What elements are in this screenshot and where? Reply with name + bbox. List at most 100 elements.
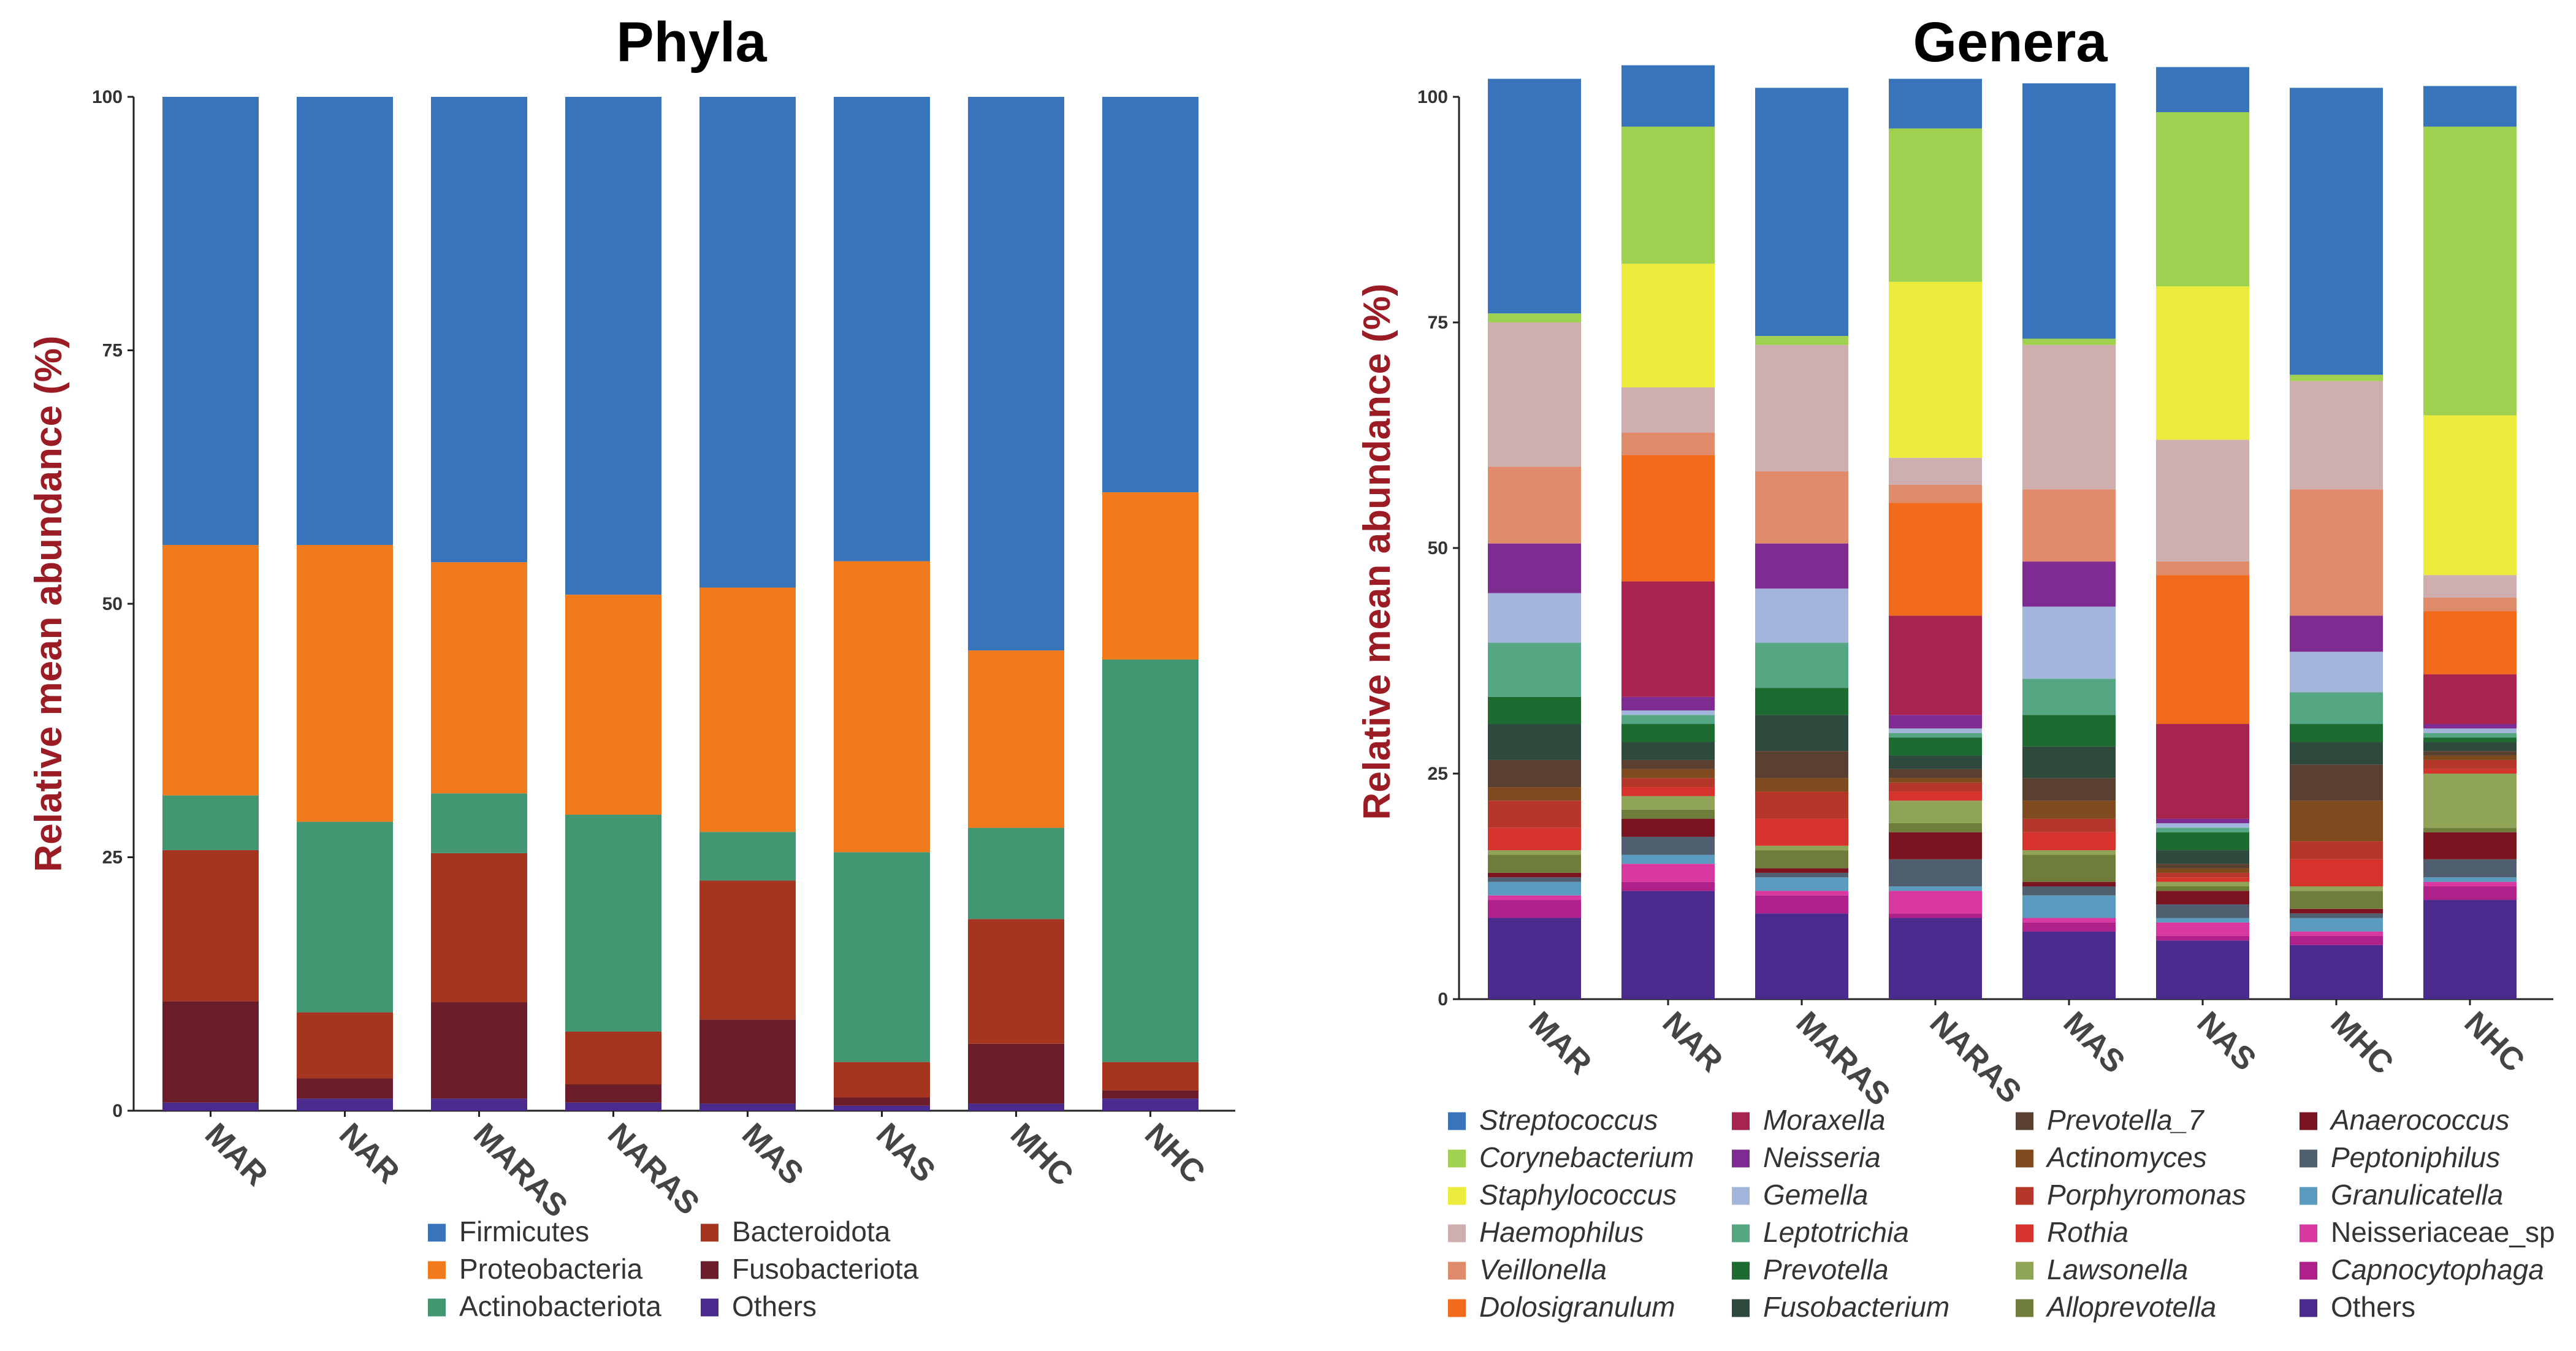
bar-segment-mas-gemella [2022,606,2116,679]
legend-swatch-haemophilus [1448,1224,1466,1243]
bar-segment-mar-neisseria [1488,543,1581,593]
bar-segment-mar-neisseriaceae-sp [1488,895,1581,900]
bar-segment-nhc-neisseria [2423,724,2517,729]
legend-label-prevotella-7: Prevotella_7 [2047,1104,2204,1136]
legend-label-veillonella: Veillonella [1479,1254,1607,1285]
legend-label-others: Others [2331,1291,2415,1323]
legend-label-neisseriaceae-sp: Neisseriaceae_sp [2331,1216,2555,1248]
bar-segment-nhc-actinomyces [2423,755,2517,760]
bar-segment-nas-others [834,1105,930,1111]
bar-segment-mhc-veillonella [2290,489,2383,616]
bar-segment-nas-rothia [2156,877,2249,882]
bar-segment-nhc-bacteroidota [1102,1062,1198,1090]
legend-label-anaerococcus: Anaerococcus [2329,1104,2510,1136]
bar-segment-mas-fusobacterium [2022,746,2116,778]
bar-segment-nas-bacteroidota [834,1062,930,1098]
bar-segment-naras-lawsonella [1889,801,1982,823]
bar-segment-maras-peptoniphilus [1755,872,1848,878]
y-tick-label: 25 [1428,764,1448,784]
bar-segment-nas-neisseriaceae-sp [2156,922,2249,936]
bar-segment-maras-fusobacterium [1755,715,1848,752]
bar-segment-nas-staphylococcus [2156,286,2249,440]
bar-segment-mar-haemophilus [1488,322,1581,467]
bar-segment-naras-fusobacteriota [565,1084,661,1103]
bar-segment-mas-capnocytophaga [2022,922,2116,932]
legend-swatch-prevotella [1732,1262,1750,1280]
bar-segment-mar-proteobacteria [162,545,259,796]
bar-segment-nar-lawsonella [1621,796,1715,810]
bar-segment-nas-actinobacteriota [834,852,930,1062]
bar-segment-maras-haemophilus [1755,344,1848,471]
bar-segment-nar-moraxella [1621,581,1715,697]
bar-segment-nar-porphyromonas [1621,778,1715,788]
legend-swatch-leptotrichia [1732,1224,1750,1243]
bar-segment-mhc-leptotrichia [2290,692,2383,725]
bar-segment-mar-capnocytophaga [1488,900,1581,918]
legend-label-firmicutes: Firmicutes [459,1216,589,1247]
bar-segment-mhc-fusobacteriota [968,1043,1064,1104]
bar-segment-naras-leptotrichia [1889,733,1982,738]
bar-segment-mas-neisseria [2022,561,2116,607]
legend-label-prevotella: Prevotella [1763,1254,1889,1285]
bar-segment-mhc-prevotella [2290,724,2383,742]
bar-segment-nar-fusobacterium [1621,742,1715,760]
bar-segment-mas-fusobacteriota [699,1019,796,1104]
legend-label-alloprevotella: Alloprevotella [2045,1291,2216,1323]
bar-segment-maras-lawsonella [1755,845,1848,851]
y-tick-label: 75 [102,341,123,361]
bar-segment-nas-dolosigranulum [2156,575,2249,725]
bar-segment-mas-prevotella-7 [2022,778,2116,801]
bar-segment-mas-others [2022,931,2116,999]
legend-label-others: Others [732,1290,817,1322]
bar-segment-nhc-anaerococcus [2423,832,2517,859]
bar-segment-nar-anaerococcus [1621,818,1715,837]
legend-swatch-veillonella [1448,1262,1466,1280]
legend-label-actinomyces: Actinomyces [2045,1141,2207,1173]
bar-segment-naras-porphyromonas [1889,782,1982,792]
bar-segment-naras-veillonella [1889,484,1982,503]
bar-segment-nhc-others [1102,1098,1198,1111]
bar-segment-maras-others [431,1098,527,1111]
chart-title: Genera [1913,11,2108,74]
bar-segment-mhc-fusobacterium [2290,742,2383,765]
bar-segment-mar-peptoniphilus [1488,877,1581,882]
bar-segment-maras-veillonella [1755,471,1848,544]
bar-segment-nhc-alloprevotella [2423,828,2517,832]
bar-segment-nar-granulicatella [1621,854,1715,864]
bar-segment-nhc-lawsonella [2423,774,2517,828]
bar-segment-mhc-bacteroidota [968,919,1064,1044]
bar-segment-mhc-lawsonella [2290,886,2383,891]
bar-segment-mas-haemophilus [2022,344,2116,490]
bar-segment-nar-neisseria [1621,696,1715,710]
bar-segment-nar-proteobacteria [297,545,393,822]
legend-label-gemella: Gemella [1763,1179,1868,1211]
bar-segment-naras-peptoniphilus [1889,859,1982,886]
bar-segment-naras-neisseria [1889,715,1982,729]
bar-segment-mar-actinomyces [1488,787,1581,801]
bar-segment-mas-others [699,1103,796,1111]
bar-segment-nas-lawsonella [2156,881,2249,886]
bar-segment-nhc-actinobacteriota [1102,659,1198,1062]
bar-segment-mhc-alloprevotella [2290,891,2383,909]
bar-segment-maras-rothia [1755,818,1848,846]
bar-segment-mhc-others [968,1103,1064,1111]
legend-swatch-firmicutes [428,1224,446,1242]
bar-segment-mas-actinobacteriota [699,832,796,881]
bar-segment-mar-firmicutes [162,97,259,546]
legend-swatch-prevotella-7 [2016,1112,2033,1130]
bar-segment-nas-proteobacteria [834,561,930,853]
legend-swatch-dolosigranulum [1448,1299,1466,1317]
bar-segment-nhc-prevotella [2423,737,2517,742]
bar-segment-nhc-peptoniphilus [2423,859,2517,878]
legend-swatch-streptococcus [1448,1112,1466,1130]
bar-segment-mar-streptococcus [1488,78,1581,314]
bar-segment-nar-bacteroidota [297,1012,393,1079]
legend-swatch-others [701,1298,718,1317]
legend-swatch-neisseriaceae-sp [2300,1224,2317,1243]
y-axis-label: Relative mean abundance (%) [28,335,70,872]
bar-segment-nhc-moraxella [2423,674,2517,725]
bar-segment-mar-others [1488,918,1581,999]
legend-label-porphyromonas: Porphyromonas [2047,1179,2246,1211]
bar-segment-nhc-leptotrichia [2423,733,2517,738]
bar-segment-naras-corynebacterium [1889,128,1982,282]
